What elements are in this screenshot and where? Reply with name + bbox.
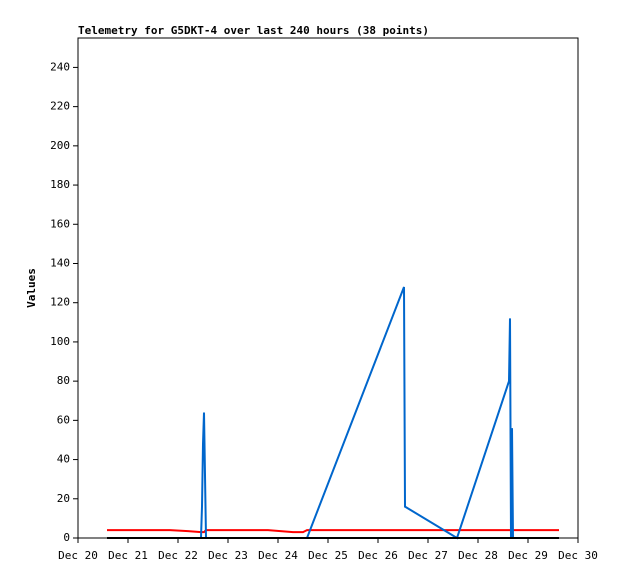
y-tick-label: 40	[57, 453, 70, 466]
y-axis-label: Values	[25, 268, 38, 308]
y-tick-label: 220	[50, 100, 70, 113]
x-tick-label: Dec 25	[308, 549, 348, 562]
x-tick-label: Dec 20	[58, 549, 98, 562]
y-tick-label: 20	[57, 492, 70, 505]
plot-frame	[77, 37, 579, 539]
y-tick-label: 180	[50, 178, 70, 191]
y-tick-label: 140	[50, 256, 70, 269]
x-tick-label: Dec 29	[508, 549, 548, 562]
series-line	[107, 286, 559, 540]
chart-title: Telemetry for G5DKT-4 over last 240 hour…	[78, 24, 429, 37]
y-tick-label: 120	[50, 296, 70, 309]
y-tick-label: 240	[50, 60, 70, 73]
y-tick-label: 160	[50, 217, 70, 230]
y-tick-label: 60	[57, 413, 70, 426]
series-line	[107, 529, 559, 534]
x-tick-label: Dec 30	[558, 549, 598, 562]
y-tick-label: 200	[50, 139, 70, 152]
x-tick-label: Dec 24	[258, 549, 298, 562]
y-tick-label: 0	[63, 531, 70, 544]
x-tick-label: Dec 27	[408, 549, 448, 562]
x-tick-label: Dec 26	[358, 549, 398, 562]
y-tick-label: 80	[57, 374, 70, 387]
x-tick-label: Dec 28	[458, 549, 498, 562]
x-tick-label: Dec 21	[108, 549, 148, 562]
x-tick-label: Dec 22	[158, 549, 198, 562]
y-tick-label: 100	[50, 335, 70, 348]
x-tick-label: Dec 23	[208, 549, 248, 562]
